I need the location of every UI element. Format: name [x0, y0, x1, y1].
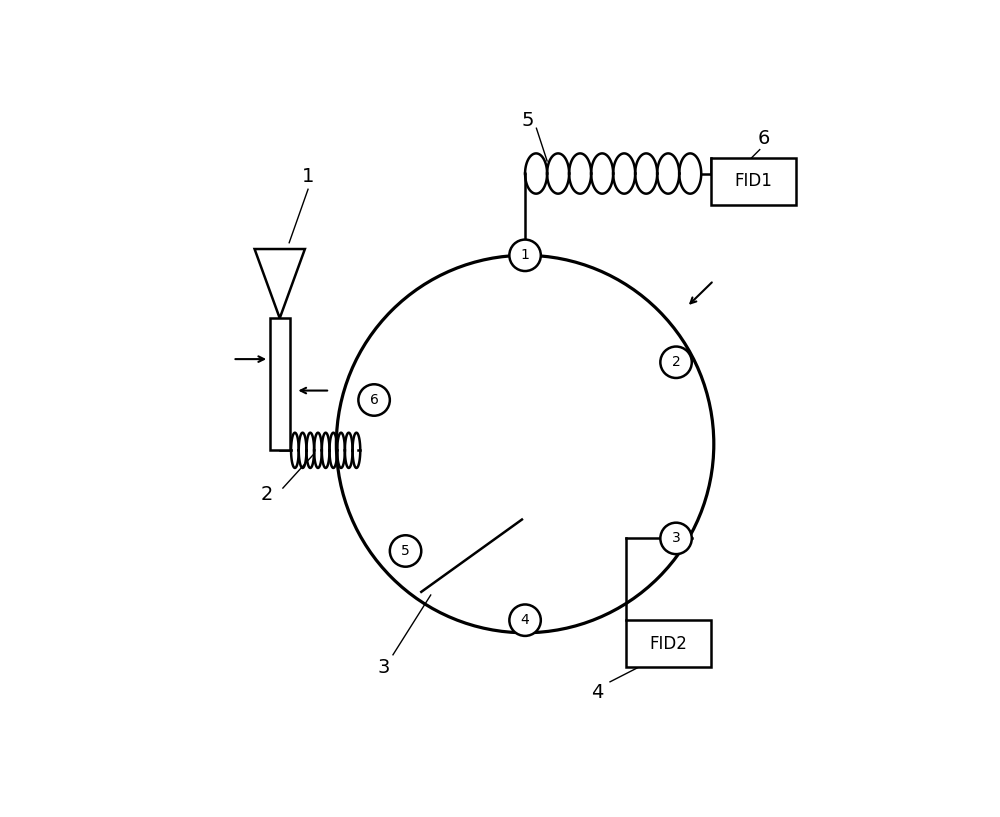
Bar — [626, 620, 711, 667]
Bar — [270, 319, 290, 450]
Text: 4: 4 — [591, 683, 604, 702]
Circle shape — [509, 605, 541, 636]
Circle shape — [358, 384, 390, 416]
Text: 2: 2 — [672, 355, 680, 369]
Circle shape — [390, 535, 421, 567]
Bar — [711, 158, 796, 205]
Text: 3: 3 — [672, 531, 680, 546]
Text: 1: 1 — [302, 167, 314, 186]
Text: 3: 3 — [377, 658, 390, 676]
Circle shape — [660, 523, 692, 554]
Text: 5: 5 — [401, 544, 410, 558]
Text: 1: 1 — [521, 248, 530, 262]
Text: FID1: FID1 — [734, 172, 772, 190]
Text: FID2: FID2 — [649, 635, 687, 653]
Text: 2: 2 — [261, 484, 273, 504]
Text: 4: 4 — [521, 614, 529, 627]
Text: 6: 6 — [370, 393, 379, 407]
Text: 6: 6 — [758, 129, 770, 149]
Polygon shape — [255, 249, 305, 318]
Text: 5: 5 — [522, 110, 534, 130]
Circle shape — [336, 256, 714, 632]
Circle shape — [660, 346, 692, 378]
Circle shape — [509, 239, 541, 271]
